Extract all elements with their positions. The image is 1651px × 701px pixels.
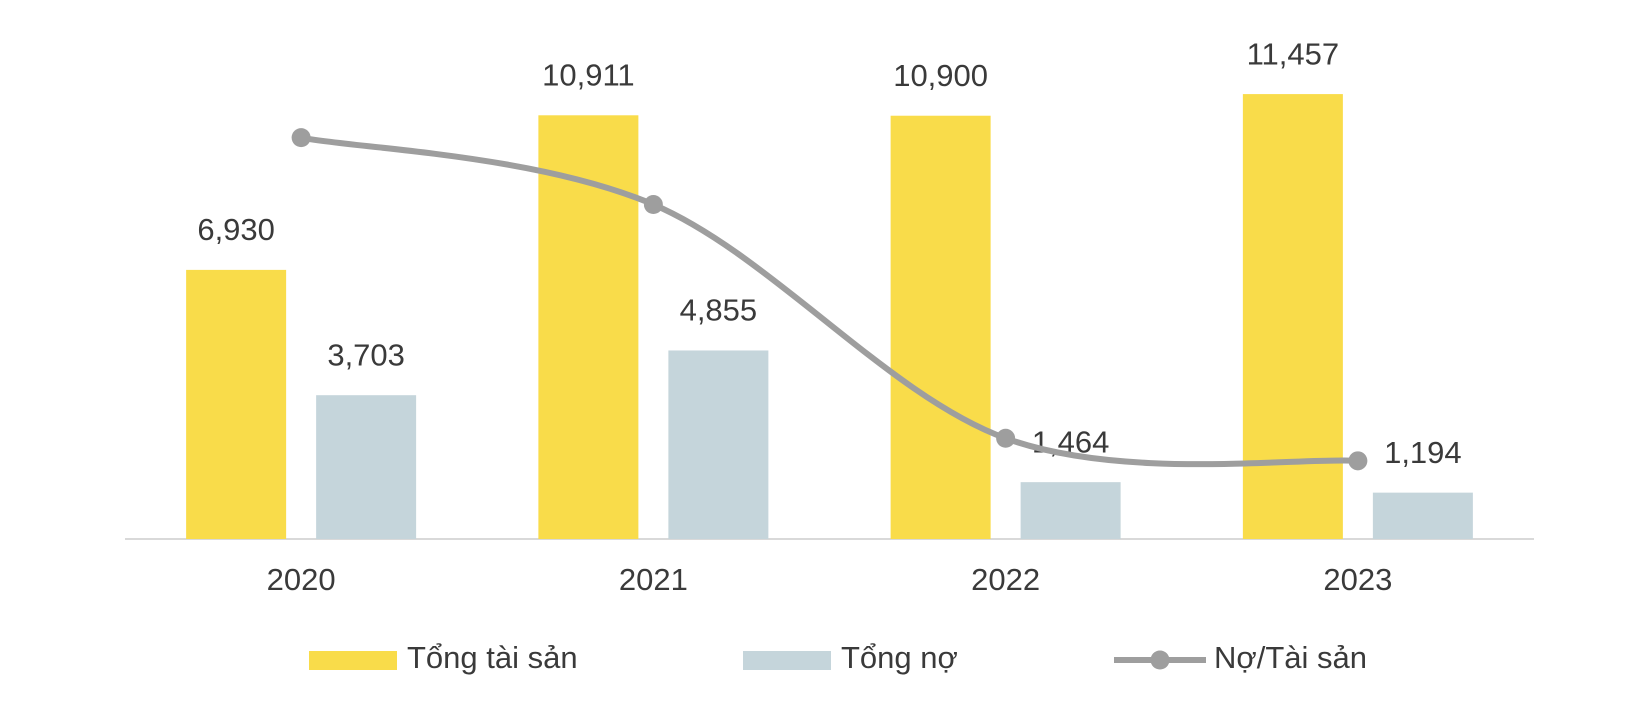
line-point xyxy=(291,128,311,148)
x-tick-label: 2020 xyxy=(267,562,336,597)
legend-marker xyxy=(1150,650,1170,670)
line-point xyxy=(1348,451,1368,471)
legend-swatch xyxy=(309,651,397,670)
value-label: 6,930 xyxy=(197,212,275,247)
line-point xyxy=(996,428,1016,448)
bar xyxy=(890,115,991,539)
value-label: 1,194 xyxy=(1384,435,1462,470)
value-label: 11,457 xyxy=(1247,36,1340,71)
bar xyxy=(1372,492,1473,539)
line xyxy=(300,134,1359,468)
value-label: 10,900 xyxy=(893,58,988,93)
value-label: 3,703 xyxy=(327,337,405,372)
legend-swatch xyxy=(743,651,831,670)
legend-label: Tổng tài sản xyxy=(407,640,578,675)
legend-label: Tổng nợ xyxy=(841,640,958,675)
bar xyxy=(538,115,639,540)
bar xyxy=(316,395,417,539)
value-label: 4,855 xyxy=(680,293,758,328)
x-tick-label: 2023 xyxy=(1323,562,1392,597)
line-point xyxy=(643,195,663,215)
bar xyxy=(1242,94,1343,540)
bar xyxy=(1020,482,1121,539)
legend-label: Nợ/Tài sản xyxy=(1214,640,1367,675)
x-tick-label: 2022 xyxy=(971,562,1040,597)
bar xyxy=(186,269,287,539)
x-tick-label: 2021 xyxy=(619,562,688,597)
bar xyxy=(668,350,769,539)
value-label: 10,911 xyxy=(542,57,635,92)
